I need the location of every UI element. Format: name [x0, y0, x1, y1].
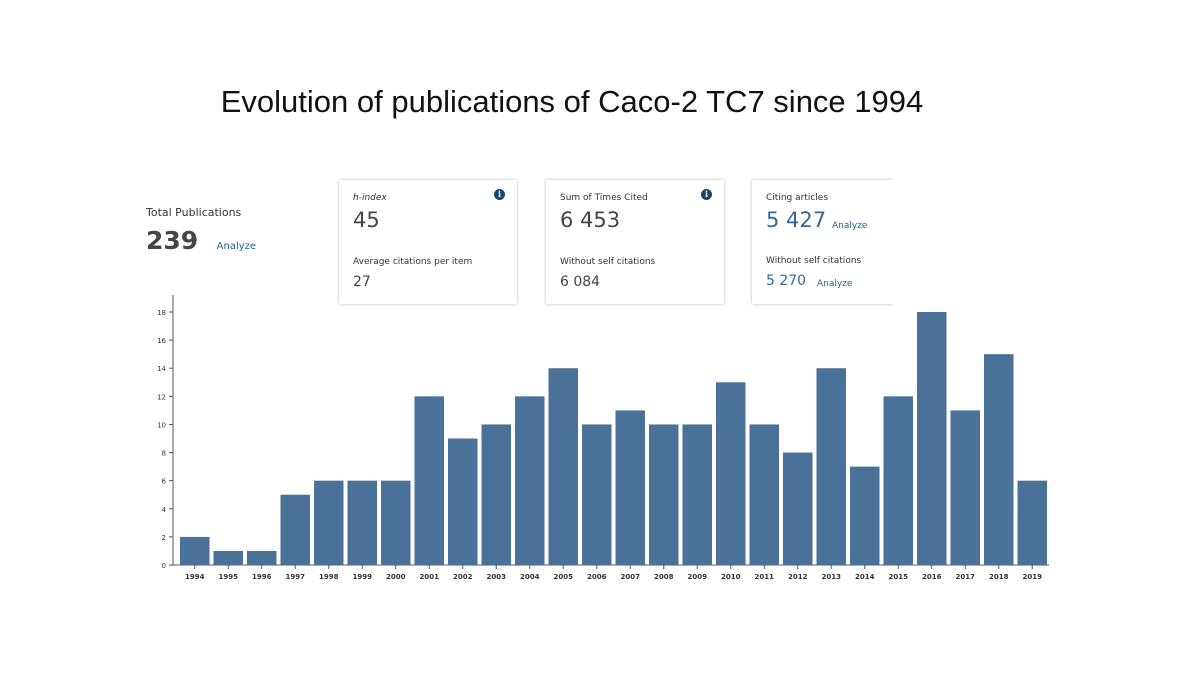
bar: [749, 424, 779, 565]
bar: [682, 424, 712, 565]
citing-articles-card: Citing articles 5 427 Analyze Without se…: [752, 180, 912, 304]
x-tick-label: 1998: [319, 573, 339, 581]
y-tick-label: 8: [162, 450, 166, 458]
bar: [414, 396, 444, 565]
x-tick-label: 2005: [554, 573, 574, 581]
x-tick-label: 1997: [286, 573, 306, 581]
x-tick-label: 2017: [956, 573, 976, 581]
bar: [347, 480, 377, 565]
bar: [950, 410, 980, 565]
y-tick-label: 6: [162, 478, 167, 486]
bar: [247, 550, 277, 565]
times-cited-value: 6 453: [560, 208, 621, 232]
h-index-label: h-index: [353, 193, 387, 203]
y-tick-label: 12: [157, 393, 166, 401]
x-tick-label: 2010: [721, 573, 741, 581]
citing-articles-label: Citing articles: [766, 193, 829, 203]
bar: [180, 536, 210, 565]
x-tick-label: 2004: [520, 573, 540, 581]
bar: [381, 480, 411, 565]
bar: [548, 368, 578, 565]
without-self-citations-value: 6 084: [560, 274, 601, 290]
citing-without-self-value: 5 270: [766, 273, 807, 289]
bar: [582, 424, 612, 565]
bar: [314, 480, 344, 565]
x-tick-label: 2006: [587, 573, 607, 581]
x-tick-label: 2003: [487, 573, 507, 581]
x-tick-label: 2002: [453, 573, 473, 581]
x-tick-label: 2007: [621, 573, 641, 581]
y-tick-label: 14: [157, 365, 166, 373]
total-publications: Total Publications 239 Analyze: [146, 206, 256, 255]
y-tick-label: 2: [162, 534, 166, 542]
total-analyze-link[interactable]: Analyze: [216, 241, 257, 252]
bar: [615, 410, 645, 565]
citing-articles-value: 5 427: [766, 208, 827, 232]
bar: [850, 466, 880, 565]
x-tick-label: 1996: [252, 573, 272, 581]
x-tick-label: 2014: [855, 573, 875, 581]
total-publications-value: 239: [146, 226, 199, 255]
bar: [448, 438, 478, 565]
x-tick-label: 2008: [654, 573, 674, 581]
x-tick-label: 2011: [755, 573, 775, 581]
x-tick-label: 2000: [386, 573, 406, 581]
x-tick-label: 2018: [989, 573, 1009, 581]
average-citations-label: Average citations per item: [353, 257, 473, 267]
bar: [783, 452, 813, 565]
x-tick-label: 2016: [922, 573, 942, 581]
bar: [984, 354, 1014, 565]
card-crop-mask: [893, 176, 933, 308]
x-tick-label: 1995: [219, 573, 239, 581]
y-tick-label: 18: [157, 309, 166, 317]
citing-analyze-link[interactable]: Analyze: [832, 221, 868, 231]
bar: [816, 368, 846, 565]
x-tick-label: 2012: [788, 573, 808, 581]
x-tick-label: 2015: [889, 573, 909, 581]
times-cited-card: Sum of Times Cited i 6 453 Without self …: [546, 180, 724, 304]
bar: [917, 312, 947, 565]
bar: [213, 550, 243, 565]
x-tick-label: 2013: [822, 573, 842, 581]
y-tick-label: 10: [157, 421, 166, 429]
bar: [1017, 480, 1047, 565]
y-tick-label: 16: [157, 337, 166, 345]
bar: [481, 424, 511, 565]
x-tick-label: 1999: [353, 573, 373, 581]
x-tick-label: 1994: [185, 573, 205, 581]
info-icon[interactable]: i: [701, 189, 712, 200]
average-citations-value: 27: [353, 274, 371, 290]
slide-title: Evolution of publications of Caco-2 TC7 …: [220, 84, 924, 119]
x-tick-label: 2009: [688, 573, 708, 581]
citing-without-self-analyze-link[interactable]: Analyze: [817, 279, 853, 289]
times-cited-label: Sum of Times Cited: [560, 193, 648, 203]
bar: [716, 382, 746, 565]
bar: [649, 424, 679, 565]
without-self-citations-label: Without self citations: [560, 257, 656, 267]
bar: [280, 494, 310, 565]
x-tick-label: 2019: [1023, 573, 1043, 581]
x-tick-label: 2001: [420, 573, 440, 581]
bar: [883, 396, 913, 565]
h-index-value: 45: [353, 208, 380, 232]
y-tick-label: 0: [162, 562, 166, 570]
y-tick-label: 4: [162, 506, 167, 514]
citing-without-self-label: Without self citations: [766, 256, 862, 266]
h-index-card: h-index i 45 Average citations per item …: [339, 180, 517, 304]
bar: [515, 396, 545, 565]
total-publications-label: Total Publications: [146, 206, 242, 219]
info-icon[interactable]: i: [494, 189, 505, 200]
